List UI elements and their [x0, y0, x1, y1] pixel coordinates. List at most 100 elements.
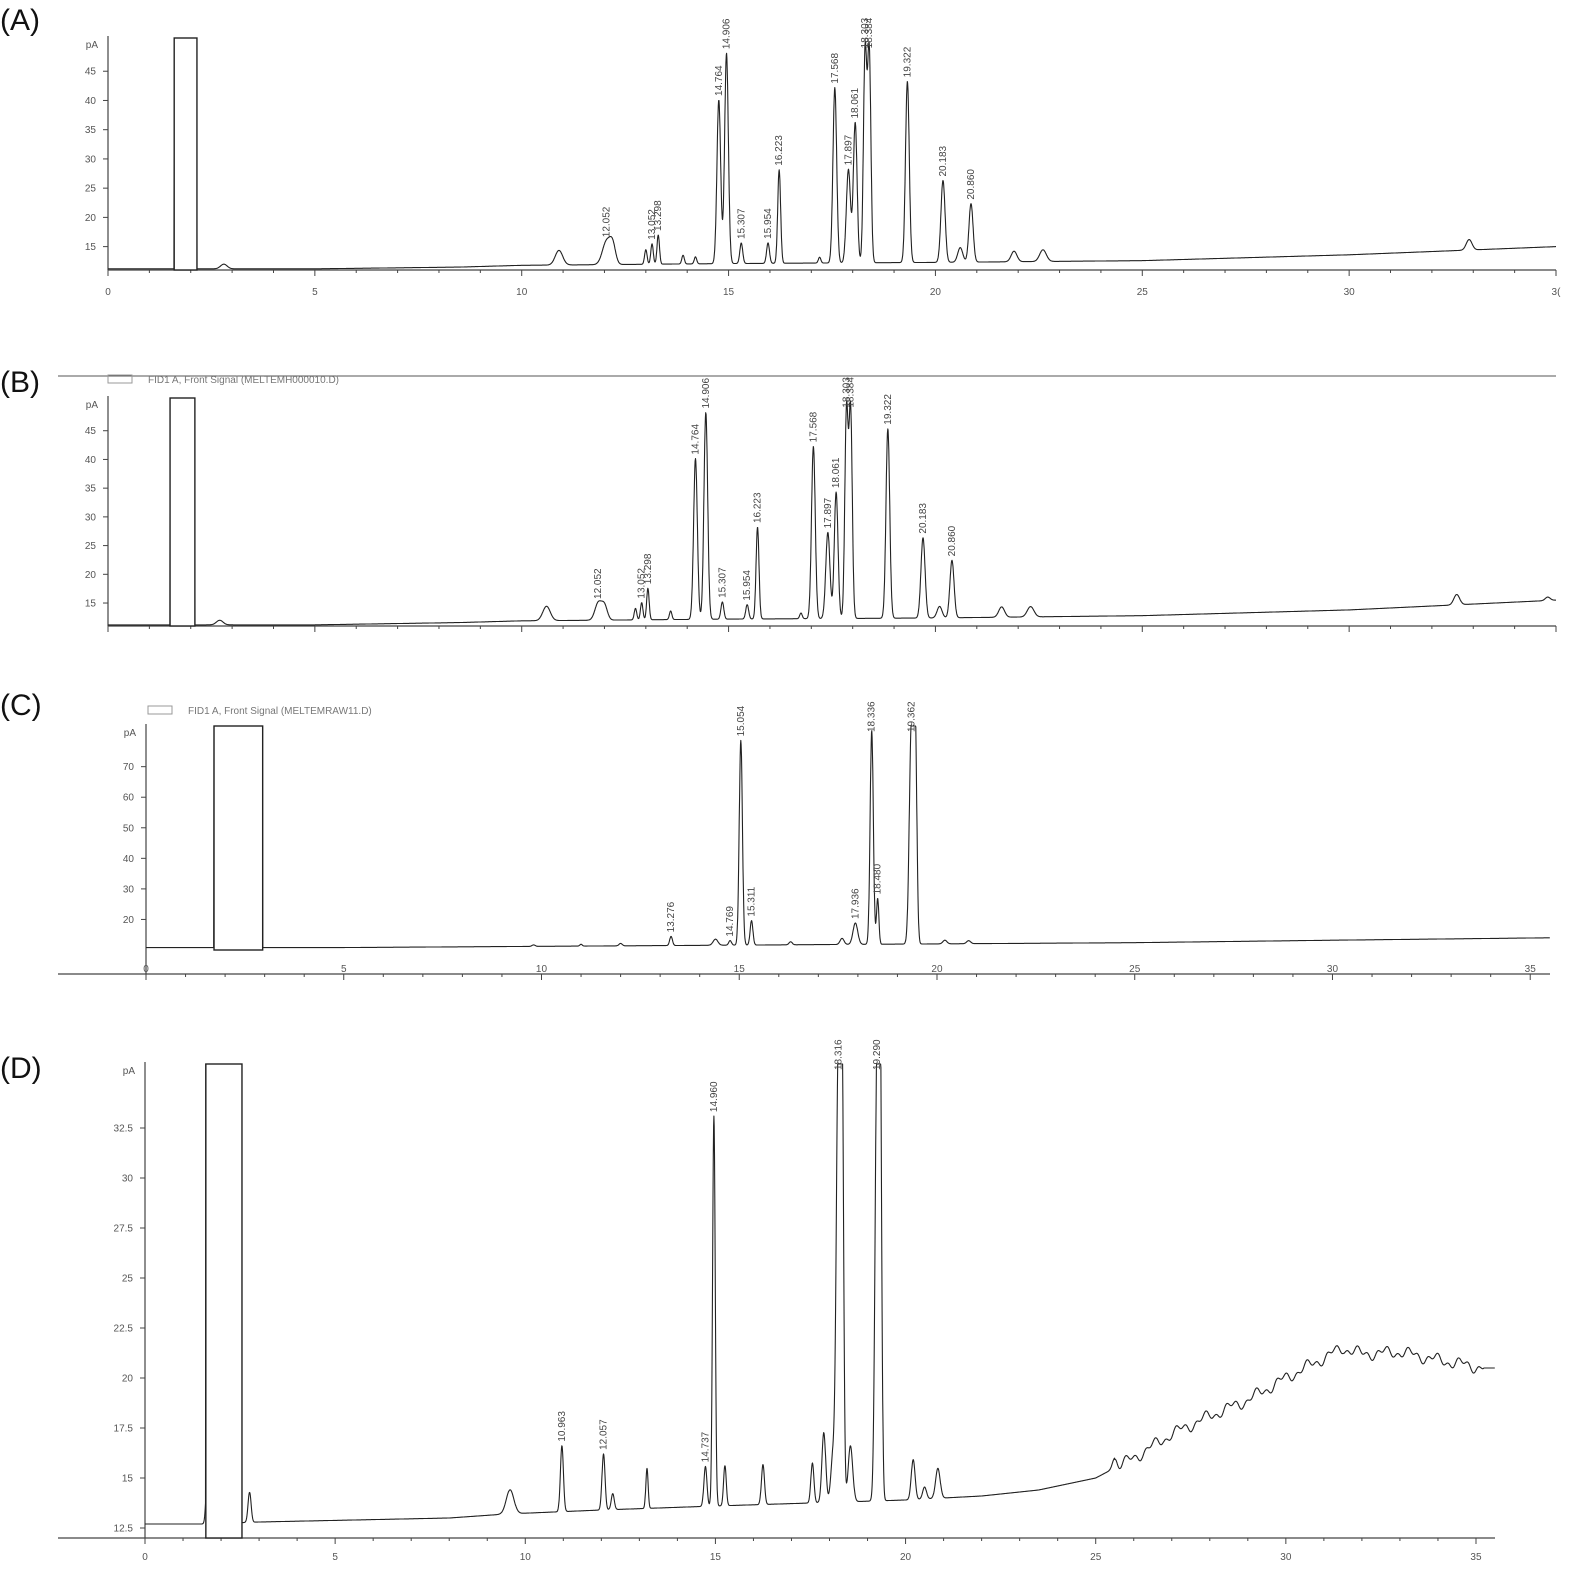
peak-rt-label: 13.276: [666, 901, 677, 932]
chromatogram-trace: [144, 1063, 1496, 1525]
x-tick-label: 5: [332, 1552, 338, 1563]
peak-rt-label: 15.954: [763, 208, 774, 239]
peak-rt-label: 15.307: [736, 208, 747, 239]
x-tick-label: 20: [930, 287, 942, 298]
y-tick-label: 22.5: [114, 1324, 134, 1335]
y-tick-label: 35: [85, 125, 97, 136]
peak-rt-label: 14.764: [714, 65, 725, 96]
peak-rt-label: 19.362: [906, 701, 917, 732]
peak-rt-label: 12.057: [599, 1419, 610, 1450]
peak-rt-label: 18.336: [867, 701, 878, 732]
x-tick-label: 5: [341, 964, 347, 975]
legend-label: FID1 A, Front Signal (MELTEMRAW11.D): [188, 706, 372, 717]
y-tick-label: 15: [122, 1474, 134, 1485]
x-tick-label: 25: [1137, 287, 1149, 298]
x-tick-label: 25: [1090, 1552, 1102, 1563]
x-tick-label: 15: [723, 287, 735, 298]
y-tick-label: 40: [85, 96, 97, 107]
peak-rt-label: 15.954: [742, 570, 753, 601]
peak-rt-label: 15.054: [736, 705, 747, 736]
peak-rt-label: 12.052: [593, 568, 604, 599]
x-tick-label: 10: [516, 287, 528, 298]
peak-rt-label: 18.384: [846, 377, 857, 408]
peak-rt-label: 17.568: [830, 53, 841, 84]
peak-rt-label: 15.307: [717, 567, 728, 598]
peak-rt-label: 14.960: [709, 1081, 720, 1112]
y-tick-label: 15: [85, 599, 97, 610]
panel-d: (D) pA 12.5 15 17.5 20 22.5 25 27.5 30 32.5 0 5 10 15 2…: [0, 1039, 1496, 1563]
y-unit-label: pA: [124, 728, 137, 739]
y-tick-label: 25: [122, 1274, 134, 1285]
peak-rt-label: 14.906: [701, 378, 712, 409]
x-tick-label: 5: [312, 287, 318, 298]
solvent-front-peak: [173, 37, 198, 271]
peak-rt-label: 13.298: [653, 200, 664, 231]
y-tick-label: 30: [123, 884, 135, 895]
solvent-front-peak: [169, 397, 196, 627]
x-tick-label: 0: [105, 287, 111, 298]
chromatogram-trace: [107, 397, 1557, 626]
peak-rt-label: 10.963: [557, 1411, 568, 1442]
y-unit-label: pA: [86, 400, 99, 411]
x-tick-label: 25: [1129, 964, 1141, 975]
panel-label: (A): [0, 4, 40, 37]
peak-rt-label: 12.052: [602, 206, 613, 237]
peak-rt-label: 13.052: [647, 209, 658, 240]
peak-rt-label: 14.737: [700, 1431, 711, 1462]
y-tick-label: 17.5: [114, 1424, 134, 1435]
y-tick-label: 30: [122, 1174, 134, 1185]
y-tick-label: 25: [85, 541, 97, 552]
y-tick-label: 45: [85, 67, 97, 78]
y-unit-label: pA: [123, 1066, 136, 1077]
peak-rt-label: 20.860: [966, 169, 977, 200]
y-tick-label: 20: [123, 915, 135, 926]
peak-rt-label: 19.322: [883, 394, 894, 425]
peak-rt-label: 18.316: [833, 1039, 844, 1070]
peak-rt-label: 15.311: [747, 886, 758, 916]
peak-rt-label: 20.183: [918, 503, 929, 534]
y-tick-label: 27.5: [114, 1224, 134, 1235]
y-tick-label: 40: [85, 455, 97, 466]
y-tick-label: 20: [85, 570, 97, 581]
y-tick-label: 60: [123, 793, 135, 804]
y-tick-label: 15: [85, 242, 97, 253]
panel-label: (C): [0, 689, 42, 722]
panel-b: (B) FID1 A, Front Signal (MELTEMH000010.D…: [0, 366, 1557, 632]
legend-swatch: [107, 374, 133, 384]
y-tick-label: 35: [85, 484, 97, 495]
x-tick-label: 0: [143, 964, 149, 975]
solvent-front-peak: [205, 1063, 243, 1539]
y-tick-label: 40: [123, 854, 135, 865]
peak-rt-label: 18.480: [873, 863, 884, 894]
x-tick-label: 30: [1280, 1552, 1292, 1563]
x-tick-label: 30: [1344, 287, 1356, 298]
x-tick-label: 20: [900, 1552, 912, 1563]
peak-rt-label: 18.061: [850, 88, 861, 119]
peak-rt-label: 18.303: [841, 377, 852, 408]
panel-label: (D): [0, 1052, 42, 1085]
y-tick-label: 30: [85, 512, 97, 523]
y-tick-label: 25: [85, 184, 97, 195]
peak-rt-label: 13.052: [637, 568, 648, 599]
peak-rt-label: 18.303: [860, 17, 871, 48]
peak-rt-label: 19.290: [872, 1039, 883, 1070]
x-tick-label: 20: [931, 964, 943, 975]
y-tick-label: 20: [85, 213, 97, 224]
peak-rt-label: 20.183: [938, 145, 949, 176]
y-unit-label: pA: [86, 40, 99, 51]
peak-rt-label: 16.223: [753, 492, 764, 523]
peak-rt-label: 13.298: [643, 553, 654, 584]
x-tick-label: 30: [1327, 964, 1339, 975]
x-tick-label: 10: [536, 964, 548, 975]
chromatogram-trace: [145, 725, 1551, 949]
solvent-front-peak: [213, 725, 264, 951]
x-tick-label: 0: [142, 1552, 148, 1563]
peak-rt-label: 17.897: [843, 134, 854, 165]
y-tick-label: 30: [85, 154, 97, 165]
peak-rt-label: 18.061: [831, 457, 842, 488]
chromatogram-trace: [107, 37, 1557, 270]
y-tick-label: 50: [123, 823, 135, 834]
y-tick-label: 32.5: [114, 1124, 134, 1135]
y-tick-label: 12.5: [114, 1524, 134, 1535]
